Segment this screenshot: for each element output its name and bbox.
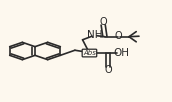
Text: O: O bbox=[115, 31, 122, 41]
Text: NH: NH bbox=[87, 30, 102, 40]
Text: Abs: Abs bbox=[83, 50, 96, 56]
Text: O: O bbox=[105, 65, 112, 75]
Text: OH: OH bbox=[113, 48, 129, 58]
Text: O: O bbox=[99, 17, 107, 27]
